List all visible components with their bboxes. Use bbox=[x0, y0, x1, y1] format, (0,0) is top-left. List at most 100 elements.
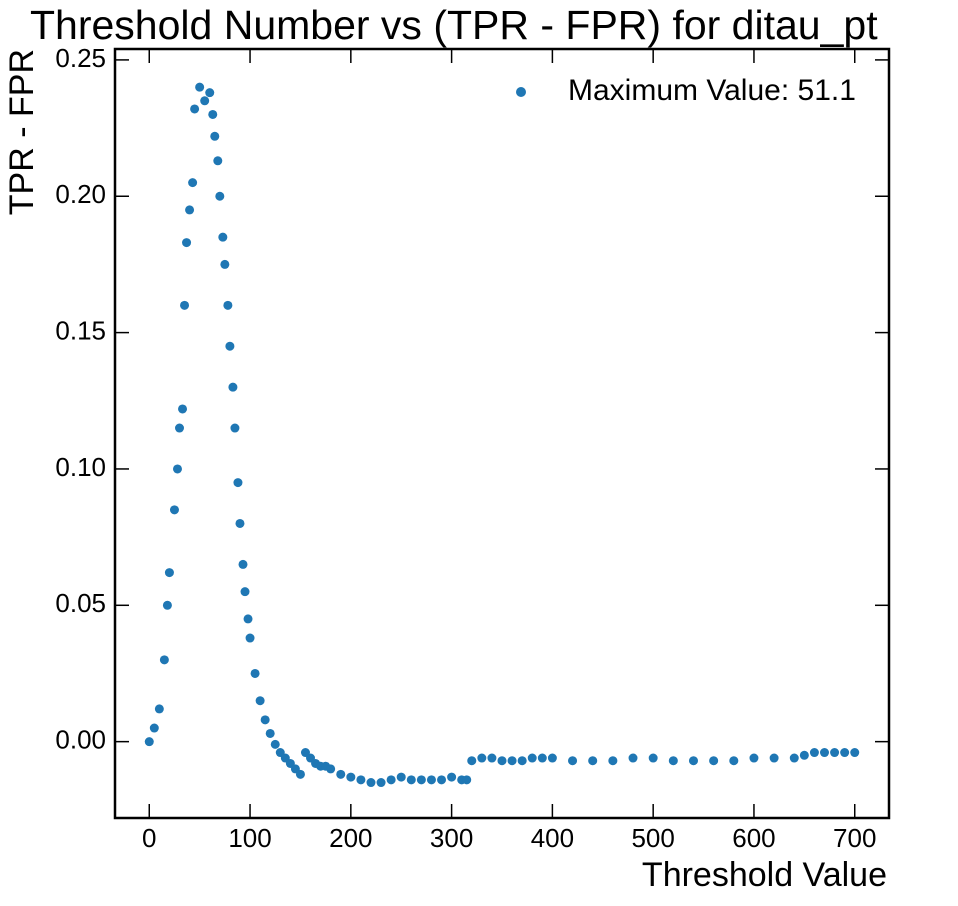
scatter-point bbox=[238, 559, 248, 569]
scatter-point bbox=[265, 728, 275, 738]
scatter-point bbox=[230, 423, 240, 433]
legend-label: Maximum Value: 51.1 bbox=[568, 74, 856, 107]
scatter-point bbox=[162, 600, 172, 610]
scatter-point bbox=[517, 756, 527, 766]
scatter-point bbox=[195, 82, 205, 92]
scatter-point bbox=[497, 756, 507, 766]
scatter-point bbox=[178, 404, 188, 414]
scatter-point bbox=[648, 753, 658, 763]
scatter-point bbox=[180, 300, 190, 310]
scatter-point bbox=[225, 341, 235, 351]
scatter-point bbox=[190, 104, 200, 114]
scatter-point bbox=[467, 756, 477, 766]
y-tick-label: 0.05 bbox=[55, 588, 106, 618]
scatter-point bbox=[820, 748, 829, 758]
scatter-point bbox=[830, 748, 840, 758]
scatter-point bbox=[255, 696, 265, 706]
scatter-point bbox=[223, 300, 233, 310]
scatter-point bbox=[608, 756, 618, 766]
scatter-point bbox=[799, 750, 809, 760]
scatter-point bbox=[376, 778, 386, 788]
y-tick-label: 0.25 bbox=[55, 43, 106, 73]
scatter-point bbox=[159, 655, 169, 665]
x-tick-label: 300 bbox=[430, 823, 473, 853]
scatter-point bbox=[220, 259, 230, 269]
scatter-point bbox=[396, 772, 406, 782]
scatter-point bbox=[437, 775, 447, 785]
scatter-point bbox=[426, 775, 436, 785]
y-tick-label: 0.15 bbox=[55, 315, 106, 345]
scatter-point bbox=[175, 423, 184, 433]
scatter-point bbox=[537, 753, 547, 763]
x-tick-label: 100 bbox=[228, 823, 271, 853]
scatter-point bbox=[172, 464, 182, 474]
scatter-point bbox=[709, 756, 719, 766]
scatter-point bbox=[260, 715, 270, 725]
scatter-point bbox=[809, 748, 819, 758]
scatter-point bbox=[356, 775, 366, 785]
y-tick-label: 0.20 bbox=[55, 179, 106, 209]
scatter-point bbox=[205, 88, 215, 98]
scatter-point bbox=[366, 778, 376, 788]
scatter-point bbox=[527, 753, 537, 763]
scatter-point bbox=[749, 753, 759, 763]
scatter-point bbox=[250, 668, 260, 678]
scatter-point bbox=[346, 772, 356, 782]
scatter-point bbox=[188, 178, 198, 188]
scatter-point bbox=[215, 191, 225, 201]
scatter-point bbox=[336, 769, 346, 779]
x-axis-label: Threshold Value bbox=[642, 856, 887, 894]
scatter-point bbox=[769, 753, 779, 763]
scatter-point bbox=[218, 232, 228, 242]
scatter-point bbox=[185, 205, 195, 215]
scatter-point bbox=[245, 633, 255, 643]
x-tick-label: 600 bbox=[732, 823, 775, 853]
scatter-point bbox=[729, 756, 739, 766]
x-tick-label: 500 bbox=[631, 823, 674, 853]
x-tick-label: 0 bbox=[142, 823, 156, 853]
scatter-point bbox=[182, 238, 192, 248]
x-tick-label: 700 bbox=[833, 823, 876, 853]
scatter-point bbox=[213, 156, 223, 166]
x-tick-label: 400 bbox=[531, 823, 574, 853]
scatter-point bbox=[588, 756, 598, 766]
scatter-point bbox=[235, 518, 245, 528]
scatter-point bbox=[200, 96, 210, 106]
scatter-point bbox=[628, 753, 638, 763]
legend-marker bbox=[516, 87, 526, 97]
scatter-point bbox=[386, 775, 396, 785]
x-tick-label: 200 bbox=[329, 823, 372, 853]
scatter-point bbox=[240, 587, 250, 597]
y-tick-label: 0.10 bbox=[55, 452, 106, 482]
plot-frame bbox=[113, 47, 891, 820]
scatter-point bbox=[210, 131, 220, 141]
scatter-point bbox=[164, 568, 174, 578]
scatter-point bbox=[447, 772, 457, 782]
scatter-point bbox=[233, 478, 243, 488]
scatter-point bbox=[668, 756, 678, 766]
y-tick-label: 0.00 bbox=[55, 725, 106, 755]
scatter-point bbox=[144, 737, 154, 747]
y-axis-label: TPR - FPR bbox=[3, 49, 41, 215]
scatter-point bbox=[487, 753, 497, 763]
scatter-point bbox=[462, 775, 472, 785]
scatter-point bbox=[326, 764, 336, 774]
scatter-point bbox=[568, 756, 578, 766]
scatter-point bbox=[295, 769, 305, 779]
scatter-point bbox=[270, 739, 280, 749]
scatter-point bbox=[688, 756, 698, 766]
scatter-point bbox=[547, 753, 557, 763]
scatter-point bbox=[228, 382, 238, 392]
scatter-point bbox=[149, 723, 159, 733]
scatter-point bbox=[477, 753, 487, 763]
chart-title: Threshold Number vs (TPR - FPR) for dita… bbox=[30, 2, 878, 48]
scatter-point bbox=[154, 704, 164, 714]
scatter-point bbox=[850, 748, 860, 758]
scatter-point bbox=[416, 775, 426, 785]
scatter-point bbox=[406, 775, 416, 785]
scatter-point bbox=[789, 753, 799, 763]
scatter-point bbox=[208, 109, 218, 119]
scatter-point bbox=[840, 748, 850, 758]
scatter-point bbox=[243, 614, 253, 624]
